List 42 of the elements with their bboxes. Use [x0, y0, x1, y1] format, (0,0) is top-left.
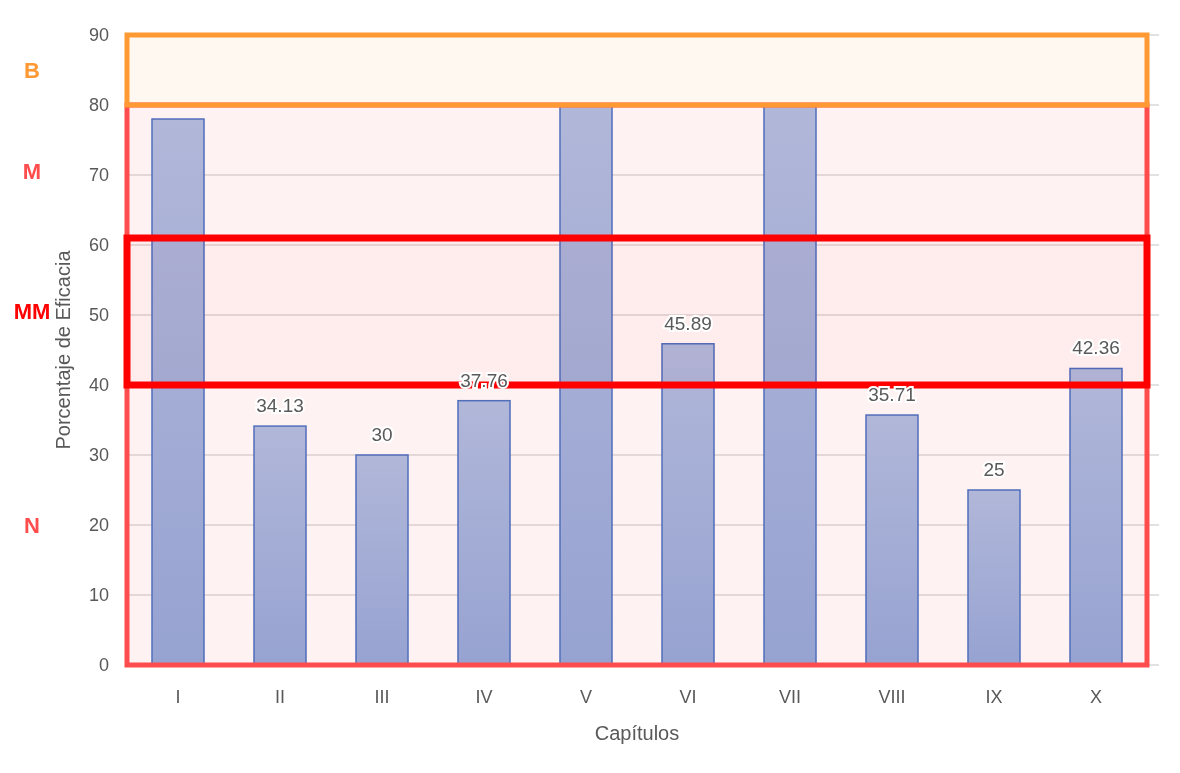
- band-label: N: [24, 512, 40, 538]
- band-label: MM: [13, 299, 51, 325]
- bar: [151, 118, 205, 666]
- y-tick-label: 20: [88, 515, 109, 536]
- y-tick-label: 80: [88, 95, 109, 116]
- bar: [559, 104, 613, 666]
- data-label: 25: [983, 459, 1005, 480]
- y-tick-label: 90: [88, 25, 109, 46]
- bar: [253, 425, 307, 666]
- x-axis-title: Capítulos: [594, 722, 680, 744]
- bar: [1069, 367, 1123, 666]
- y-axis-title: Porcentaje de Eficacia: [52, 249, 74, 450]
- bar: [457, 399, 511, 666]
- x-tick-label: II: [274, 687, 286, 707]
- bar: [967, 489, 1021, 666]
- bar: [763, 104, 817, 666]
- data-label: 42.36: [1072, 337, 1120, 359]
- data-label: 34.13: [256, 395, 304, 417]
- bar: [865, 414, 919, 666]
- x-tick-label: IV: [475, 687, 493, 707]
- band-label: M: [22, 159, 42, 185]
- y-tick-label: 10: [88, 585, 109, 606]
- x-tick-label: I: [175, 687, 181, 707]
- x-tick-label: III: [374, 687, 390, 707]
- data-label: 30: [371, 424, 393, 445]
- band-label: B: [24, 57, 40, 83]
- x-tick-label: X: [1089, 687, 1103, 707]
- x-tick-label: VII: [778, 687, 802, 707]
- x-tick-label: VIII: [878, 687, 906, 707]
- data-label: 35.71: [868, 384, 916, 406]
- x-tick-label: VI: [679, 687, 697, 707]
- data-label: 45.89: [664, 312, 712, 334]
- x-tick-label: V: [579, 687, 593, 707]
- y-tick-label: 0: [98, 655, 109, 676]
- y-tick-label: 70: [88, 165, 109, 186]
- bar: [661, 343, 715, 666]
- y-tick-label: 60: [88, 235, 109, 256]
- y-tick-label: 40: [88, 375, 109, 396]
- y-tick-label: 30: [88, 445, 109, 466]
- bar: [355, 454, 409, 666]
- x-tick-label: IX: [985, 687, 1003, 707]
- y-tick-label: 50: [88, 305, 109, 326]
